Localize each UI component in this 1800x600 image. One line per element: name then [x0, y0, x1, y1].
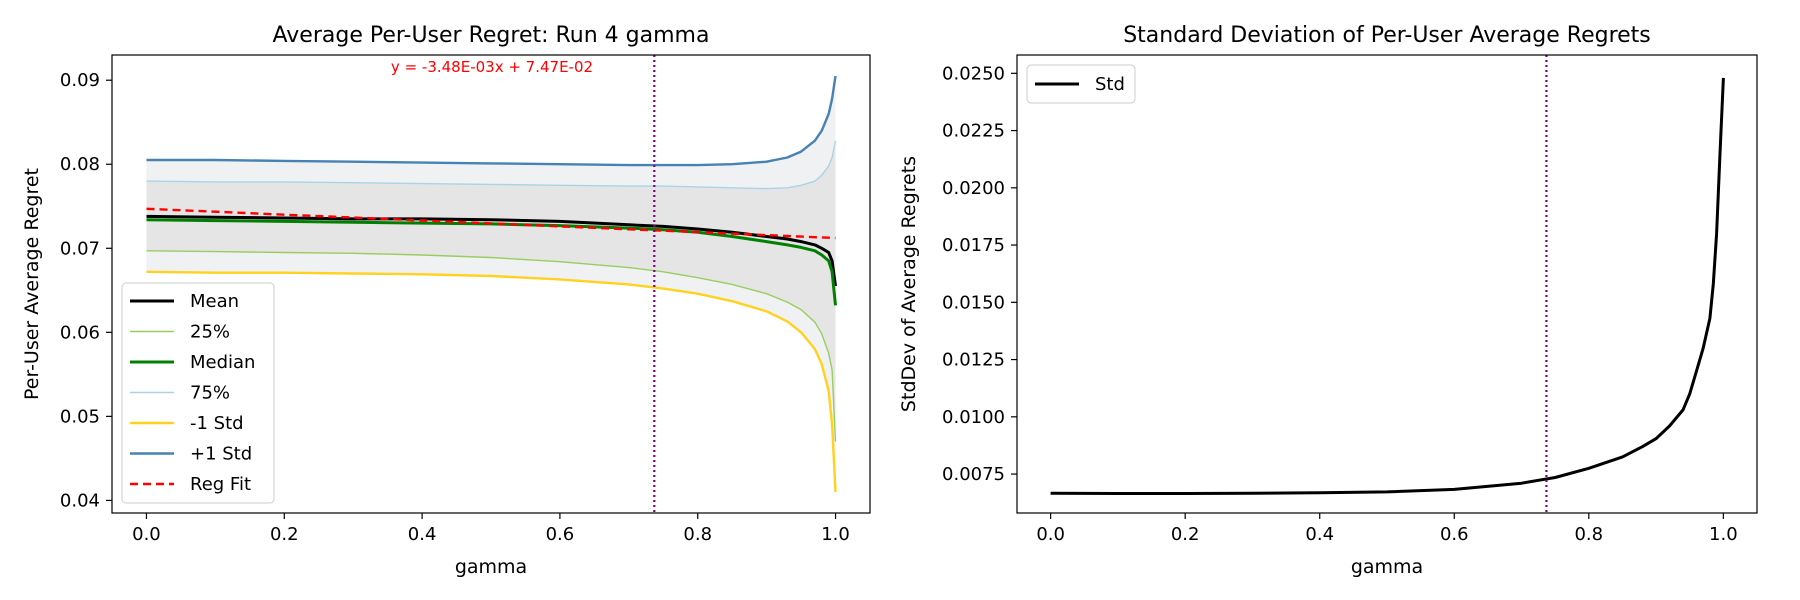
- x-tick-label: 0.4: [1305, 524, 1334, 545]
- right-ticks: 0.0 0.2 0.4 0.6 0.8 1.0 0.0075 0.0100 0.0125 0.01…: [942, 63, 1738, 545]
- y-tick-label: 0.0075: [942, 464, 1005, 485]
- legend-label: Std: [1095, 74, 1125, 95]
- left-ticks: 0.0 0.2 0.4 0.6 0.8 1.0 0.04 0.05 0.06 0.07 0.08 0.…: [60, 70, 850, 545]
- x-tick-label: 1.0: [821, 524, 850, 545]
- x-tick-label: 0.2: [270, 524, 299, 545]
- series-line-25-: [146, 250, 837, 442]
- left-legend-box: [121, 282, 275, 504]
- left-legend: Mean 25% Median 75% -1 Std +1 Std Reg Fit: [121, 282, 275, 504]
- x-tick-label: 0.8: [1574, 524, 1603, 545]
- x-tick-label: 0.6: [546, 524, 575, 545]
- left-legend-items: Mean 25% Median 75% -1 Std +1 Std Reg Fit: [130, 291, 255, 495]
- left-chart: Average Per-User Regret: Run 4 gamma 0.0…: [21, 23, 871, 578]
- right-y-axis-label: StdDev of Average Regrets: [898, 156, 920, 412]
- left-y-axis-label: Per-User Average Regret: [21, 168, 43, 400]
- left-chart-title: Average Per-User Regret: Run 4 gamma: [273, 23, 710, 48]
- y-tick-label: 0.08: [60, 154, 100, 175]
- right-legend-items: Std: [1035, 74, 1125, 95]
- series-line--1-std: [146, 270, 837, 493]
- series-line-mean: [146, 214, 837, 287]
- y-tick-label: 0.0150: [942, 292, 1005, 313]
- y-tick-label: 0.0225: [942, 121, 1005, 142]
- right-chart: Standard Deviation of Per-User Average R…: [898, 23, 1758, 578]
- x-tick-label: 0.6: [1440, 524, 1469, 545]
- y-tick-label: 0.0200: [942, 178, 1005, 199]
- x-tick-label: 0.8: [683, 524, 712, 545]
- legend-label: Median: [190, 352, 255, 373]
- regression-annotation: y = -3.48E-03x + 7.47E-02: [391, 58, 593, 76]
- x-tick-label: 0.0: [1036, 524, 1065, 545]
- legend-label: Mean: [190, 291, 239, 312]
- y-tick-label: 0.07: [60, 238, 100, 259]
- right-x-axis-label: gamma: [1351, 556, 1423, 578]
- x-tick-label: 0.0: [132, 524, 161, 545]
- y-tick-label: 0.04: [60, 490, 100, 511]
- legend-label: Reg Fit: [190, 474, 251, 495]
- left-plot-area: [146, 55, 837, 513]
- y-tick-label: 0.05: [60, 406, 100, 427]
- x-tick-label: 1.0: [1709, 524, 1738, 545]
- y-tick-label: 0.0175: [942, 235, 1005, 256]
- y-tick-label: 0.0250: [942, 63, 1005, 84]
- legend-label: 25%: [190, 322, 230, 343]
- y-tick-label: 0.0125: [942, 350, 1005, 371]
- std-band: [146, 76, 836, 492]
- series-line-reg-fit: [146, 207, 836, 240]
- legend-label: 75%: [190, 383, 230, 404]
- left-axes-frame: [111, 54, 871, 514]
- y-tick-label: 0.09: [60, 70, 100, 91]
- right-legend: Std: [1026, 64, 1136, 104]
- right-axes-frame: [1016, 54, 1758, 514]
- legend-label: +1 Std: [190, 444, 252, 465]
- right-chart-title: Standard Deviation of Per-User Average R…: [1123, 23, 1651, 48]
- legend-label: -1 Std: [190, 413, 244, 434]
- right-plot-area: [1050, 55, 1725, 513]
- right-legend-box: [1026, 64, 1136, 104]
- y-tick-label: 0.06: [60, 322, 100, 343]
- series-line-75-: [146, 140, 837, 190]
- series-line--1-std: [146, 75, 837, 167]
- x-tick-label: 0.4: [408, 524, 437, 545]
- series-line-std: [1050, 77, 1725, 495]
- x-tick-label: 0.2: [1171, 524, 1200, 545]
- left-x-axis-label: gamma: [455, 556, 527, 578]
- y-tick-label: 0.0100: [942, 407, 1005, 428]
